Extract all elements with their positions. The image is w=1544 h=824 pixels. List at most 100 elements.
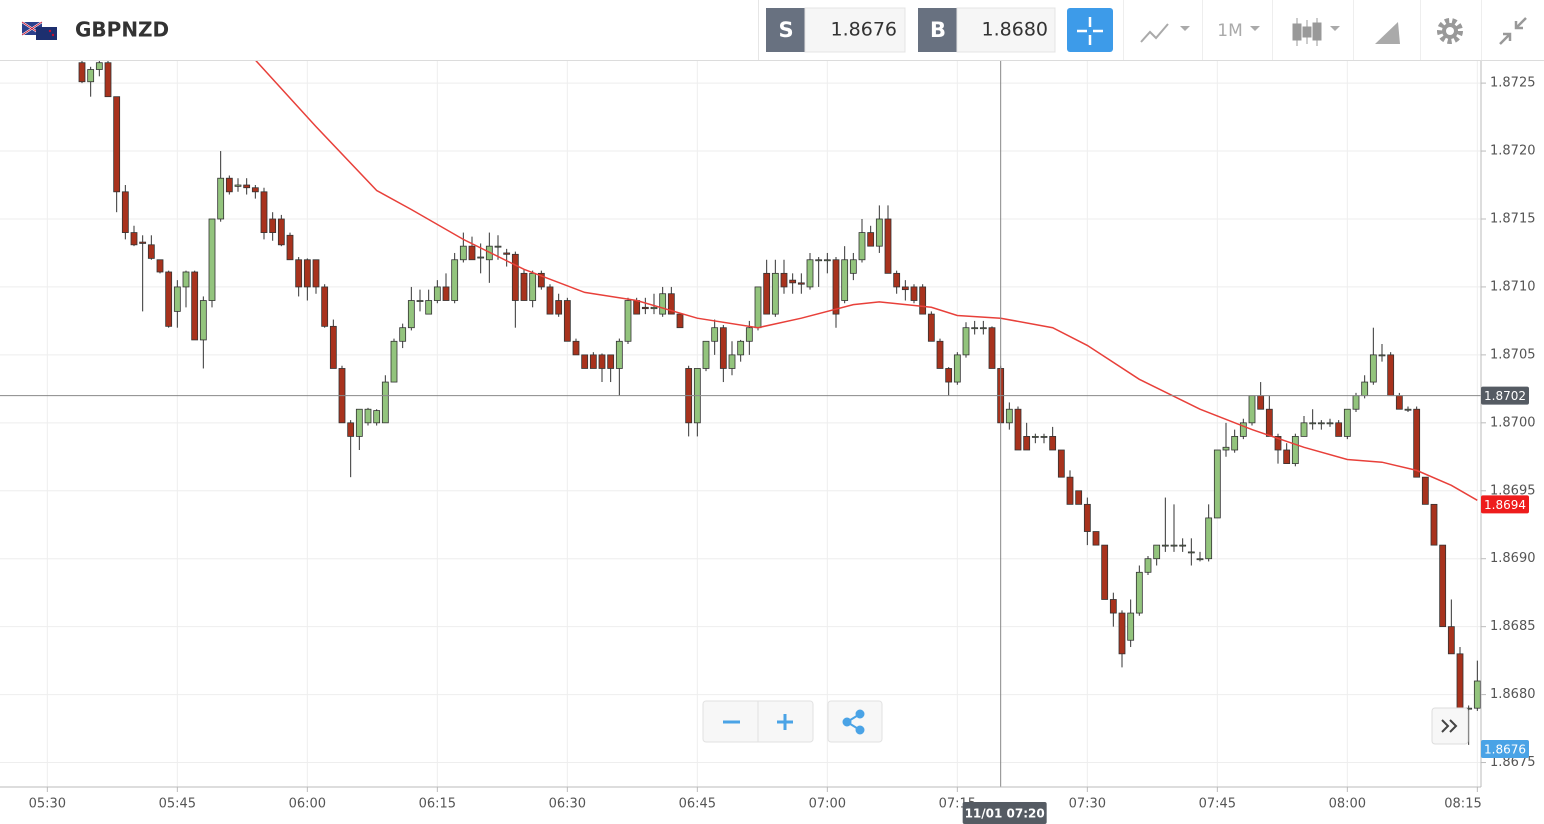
y-tick-label: 1.8700 bbox=[1490, 415, 1536, 430]
candle-body bbox=[1265, 408, 1273, 437]
candle-body bbox=[1248, 395, 1256, 424]
candle-body bbox=[433, 286, 441, 301]
divider bbox=[1202, 0, 1203, 60]
candle-body bbox=[529, 272, 537, 301]
scroll-right[interactable] bbox=[1431, 707, 1469, 745]
candle-body bbox=[1395, 395, 1403, 410]
toolbar: GBPNZD S 1.8676 B 1.8680 1M bbox=[0, 0, 1544, 61]
candle-body bbox=[1291, 436, 1299, 464]
candle-body bbox=[823, 259, 831, 262]
buy-price-box[interactable] bbox=[956, 7, 1056, 53]
candle-body bbox=[312, 259, 320, 288]
candle-body bbox=[1023, 436, 1031, 451]
candle-body bbox=[1361, 381, 1369, 397]
candle-body bbox=[927, 313, 935, 342]
candle-body bbox=[459, 245, 467, 261]
candles-icon[interactable] bbox=[1292, 18, 1322, 46]
crosshair-price-label-box bbox=[1481, 386, 1529, 405]
candle-body bbox=[416, 300, 424, 302]
candle-body bbox=[841, 259, 849, 301]
candle-body bbox=[962, 327, 970, 356]
candle-body bbox=[468, 245, 476, 261]
candle-body bbox=[390, 340, 398, 383]
divider bbox=[758, 0, 759, 60]
candle-body bbox=[208, 218, 216, 301]
sell-button[interactable] bbox=[766, 8, 805, 52]
candle-body bbox=[1274, 436, 1282, 451]
divider bbox=[1481, 0, 1482, 60]
candle-body bbox=[901, 286, 909, 291]
collapse-icon[interactable] bbox=[1499, 17, 1527, 45]
candle-body bbox=[1257, 395, 1265, 410]
candle-body bbox=[667, 293, 675, 315]
x-tick-label: 05:30 bbox=[29, 797, 66, 812]
buy-button[interactable] bbox=[918, 8, 957, 52]
candle-body bbox=[1127, 612, 1135, 641]
divider bbox=[1420, 0, 1421, 60]
dropdown-arrow bbox=[1180, 26, 1190, 31]
chart-type-icon[interactable] bbox=[1140, 23, 1169, 43]
divider bbox=[1353, 0, 1354, 60]
candle-body bbox=[156, 259, 164, 273]
candle-body bbox=[78, 62, 86, 83]
flag-icon bbox=[21, 21, 57, 40]
candle-body bbox=[373, 410, 381, 424]
candle-body bbox=[520, 272, 528, 301]
candle-body bbox=[1205, 517, 1213, 560]
candle-body bbox=[589, 354, 597, 369]
candle-body bbox=[1101, 544, 1109, 600]
candle-body bbox=[191, 271, 199, 341]
draw-icon[interactable] bbox=[1375, 22, 1400, 44]
candle-body bbox=[1040, 436, 1048, 438]
candle-body bbox=[1170, 544, 1178, 547]
moving-average bbox=[255, 61, 1478, 501]
timeframe[interactable]: 1M bbox=[1217, 21, 1242, 41]
candle-body bbox=[1378, 354, 1386, 357]
candle-body bbox=[1369, 354, 1377, 383]
crosshair-button[interactable] bbox=[1067, 8, 1113, 52]
candle-body bbox=[771, 272, 779, 315]
candle-body bbox=[555, 300, 563, 315]
candle-body bbox=[1430, 503, 1438, 546]
y-tick-label: 1.8675 bbox=[1490, 755, 1536, 770]
x-tick-label: 07:30 bbox=[1069, 797, 1106, 812]
candle-body bbox=[347, 422, 355, 437]
candle-body bbox=[277, 218, 285, 246]
sell-price-box[interactable] bbox=[804, 7, 906, 53]
share-icon[interactable] bbox=[842, 709, 865, 735]
candle-body bbox=[832, 259, 840, 315]
x-tick-label: 08:00 bbox=[1329, 797, 1366, 812]
candle-body bbox=[1352, 395, 1360, 410]
candle-body bbox=[1413, 408, 1421, 478]
zoom-in[interactable] bbox=[777, 714, 793, 730]
candle-body bbox=[971, 327, 979, 330]
candle-body bbox=[95, 62, 103, 70]
candle-body bbox=[1309, 422, 1317, 425]
y-tick-label: 1.8715 bbox=[1490, 211, 1536, 226]
candle-body bbox=[1057, 449, 1065, 478]
zoom-controls bbox=[702, 700, 1469, 745]
candle-body bbox=[234, 184, 242, 187]
candle-body bbox=[477, 256, 485, 259]
candle-body bbox=[979, 327, 987, 330]
candle-body bbox=[1153, 544, 1161, 560]
buy-price: 1.8680 bbox=[982, 19, 1048, 41]
settings-icon[interactable] bbox=[1437, 18, 1463, 44]
candle-body bbox=[615, 340, 623, 369]
candle-body bbox=[919, 286, 927, 315]
dropdown-arrow bbox=[1330, 26, 1340, 31]
candle-body bbox=[1439, 544, 1447, 628]
candle-body bbox=[139, 241, 147, 244]
candle-body bbox=[1014, 408, 1022, 451]
sell-label: S bbox=[778, 18, 793, 42]
candle-body bbox=[1222, 446, 1230, 451]
candle-body bbox=[355, 408, 363, 437]
x-tick-label: 06:30 bbox=[549, 797, 586, 812]
y-tick-label: 1.8720 bbox=[1490, 144, 1536, 159]
candle-body bbox=[867, 232, 875, 247]
candle-body bbox=[546, 286, 554, 315]
candle-body bbox=[780, 272, 788, 288]
candle-body bbox=[494, 245, 502, 248]
